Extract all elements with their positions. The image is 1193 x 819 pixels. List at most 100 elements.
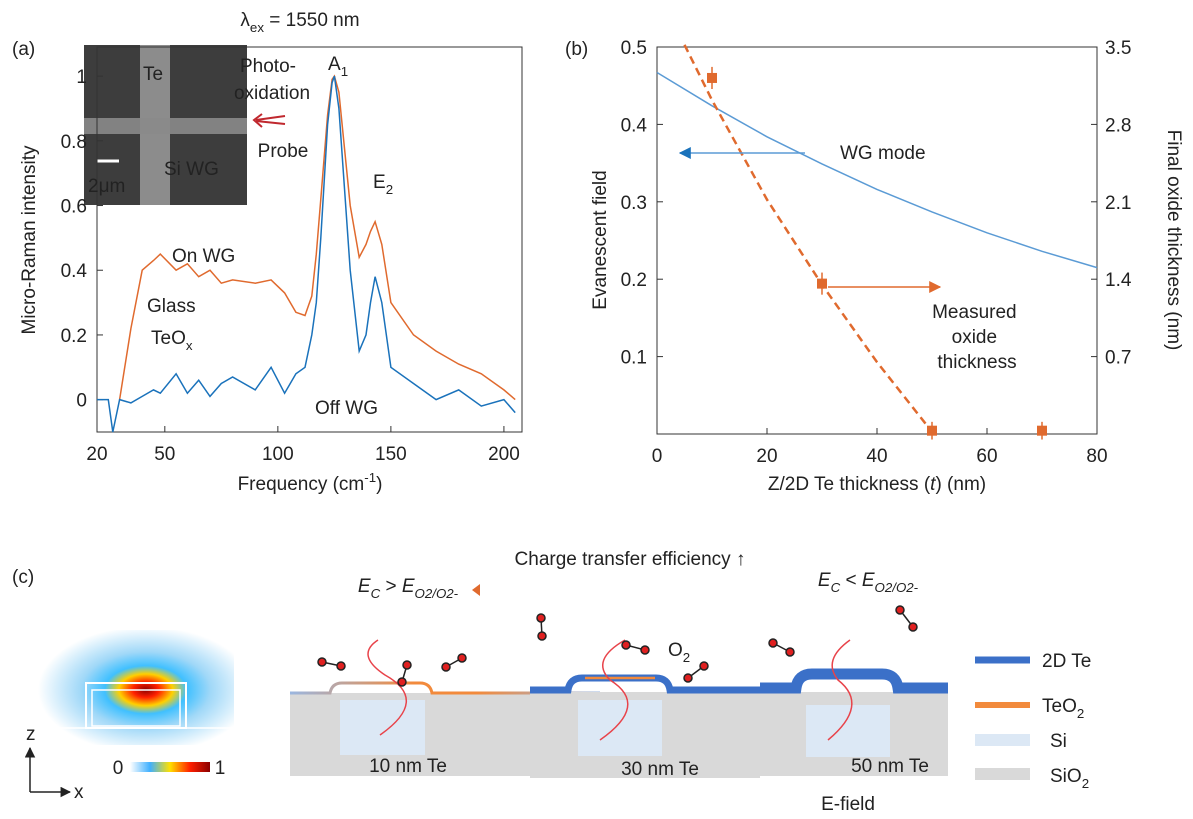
text-part: O — [668, 640, 683, 661]
x-tick-label: 60 — [976, 446, 997, 467]
series-line — [97, 75, 516, 433]
mode-profile — [24, 630, 234, 798]
text-part: TeO — [1042, 696, 1077, 717]
x-tick-label: 40 — [866, 446, 887, 467]
y-tick-label: 0.5 — [621, 38, 647, 59]
y-tick-label: 0.8 — [61, 132, 87, 153]
legend-swatches — [975, 656, 1030, 780]
text-part: ) — [376, 474, 382, 495]
text-part: A — [328, 54, 341, 75]
device-label: 30 nm Te — [621, 759, 699, 780]
device-label: 10 nm Te — [369, 756, 447, 777]
text-part: λ — [240, 10, 250, 31]
x-tick-label: 80 — [1086, 446, 1107, 467]
text-part: > — [380, 576, 402, 597]
y-tick-label: 0.3 — [621, 193, 647, 214]
text-part: C — [831, 580, 841, 595]
x-axis-label: Frequency (cm-1) — [238, 470, 383, 495]
colorbar-label: 0 — [113, 758, 124, 779]
text-line: oxide — [952, 327, 1003, 348]
y-axis-label: Micro-Raman intensity — [19, 145, 40, 334]
series-label: Off WG — [315, 398, 378, 419]
condition-label: EC > EO2/O2- — [358, 576, 459, 601]
text-part: < — [840, 570, 862, 591]
inset-image — [84, 45, 286, 205]
x-tick-label: 200 — [488, 444, 520, 465]
device-sections — [290, 605, 948, 778]
y2-axis-label: Final oxide thickness (nm) — [1163, 130, 1184, 351]
data-point — [707, 72, 717, 83]
x-tick-label: 0 — [652, 446, 663, 467]
text-part: SiO — [1050, 766, 1082, 787]
panel-label: (b) — [565, 39, 588, 60]
trend-arrow-head — [472, 584, 480, 596]
data-point — [817, 278, 827, 289]
series-label: On WG — [172, 246, 235, 267]
text-line: thickness — [937, 352, 1016, 373]
y-tick-label: 0.4 — [61, 261, 88, 282]
x-tick-label: 50 — [154, 444, 175, 465]
trend-label: Charge transfer efficiency ↑ — [515, 549, 746, 570]
y2-tick-label: 0.7 — [1105, 348, 1131, 369]
x-tick-label: 100 — [262, 444, 294, 465]
colorbar-label: 1 — [215, 758, 226, 779]
pump-label: oxidation — [234, 83, 310, 104]
x-tick-label: 20 — [756, 446, 777, 467]
series-line — [683, 44, 933, 433]
x-axis-label: Z/2D Te thickness (t) (nm) — [768, 474, 986, 495]
text-part: ) (nm) — [935, 474, 986, 495]
y-axis-label: Evanescent field — [590, 170, 611, 309]
excitation-label: λex = 1550 nm — [240, 10, 359, 35]
text-part: Z/2D Te thickness ( — [768, 474, 931, 495]
y-tick-label: 0.2 — [621, 270, 647, 291]
series-line — [656, 71, 1098, 269]
data-point — [1037, 425, 1047, 436]
plot-frame — [96, 46, 523, 433]
text-part: -1 — [364, 470, 376, 485]
peak-label: A1 — [328, 54, 348, 79]
x-tick-label: 20 — [86, 444, 107, 465]
text-part: TeO — [151, 328, 186, 349]
text-part: Frequency (cm — [238, 474, 365, 495]
y-tick-label: 1 — [76, 67, 87, 88]
panel-label: (c) — [12, 567, 34, 588]
text-part: 2 — [683, 650, 690, 665]
legend-label: Si — [1050, 731, 1067, 752]
text-part: O2/O2- — [875, 580, 919, 595]
pump-label: Photo- — [240, 56, 296, 77]
y-tick-label: 0.2 — [61, 326, 87, 347]
field-label: E-field — [821, 794, 875, 815]
text-part: C — [371, 586, 381, 601]
text-part: 2 — [1077, 706, 1084, 721]
text-part: O2/O2- — [415, 586, 459, 601]
text-part: x — [186, 338, 193, 353]
x-tick-label: 150 — [375, 444, 407, 465]
data-point — [927, 425, 937, 436]
text-part: t — [930, 474, 936, 495]
text-part: = 1550 nm — [264, 10, 360, 31]
series-label: Measured oxide thickness — [932, 302, 1022, 373]
text-part: E — [358, 576, 371, 597]
condition-label: EC < EO2/O2- — [818, 570, 919, 595]
axis-label: z — [26, 724, 36, 745]
scale-label: 2μm — [88, 176, 125, 197]
series-line — [118, 74, 516, 401]
y-tick-label: 0.1 — [621, 348, 647, 369]
device-label: 50 nm Te — [851, 756, 929, 777]
text-part: E — [373, 172, 386, 193]
inset-label: Te — [143, 64, 163, 85]
y2-tick-label: 2.1 — [1105, 193, 1131, 214]
text-part: E — [862, 570, 875, 591]
text-line: Measured — [932, 302, 1022, 323]
phase-label: Glass — [147, 296, 196, 317]
text-part: E — [402, 576, 415, 597]
y-tick-label: 0 — [76, 391, 87, 412]
text-part: 2 — [1082, 776, 1089, 791]
legend-label: 2D Te — [1042, 651, 1091, 672]
molecule-label: O2 — [668, 640, 690, 665]
phase-label: TeOx — [151, 328, 193, 353]
peak-label: E2 — [373, 172, 393, 197]
y-tick-label: 0.4 — [621, 115, 648, 136]
text-part: E — [818, 570, 831, 591]
